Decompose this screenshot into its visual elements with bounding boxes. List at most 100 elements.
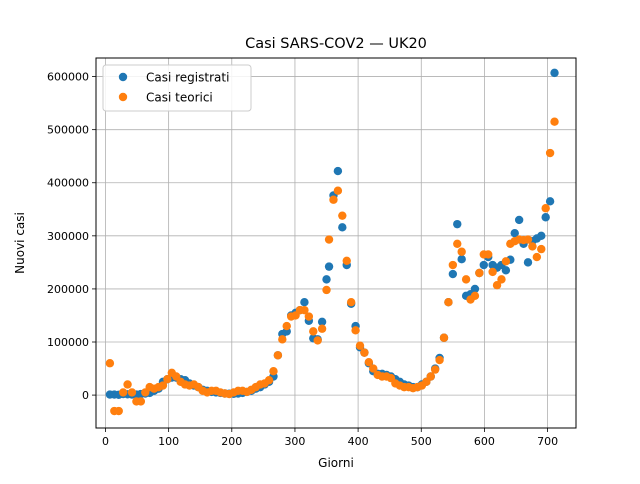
legend-marker bbox=[118, 92, 128, 102]
data-point bbox=[501, 266, 511, 275]
data-point bbox=[333, 166, 343, 176]
data-point bbox=[300, 305, 309, 315]
x-tick-label: 600 bbox=[474, 435, 495, 448]
legend-box bbox=[102, 64, 252, 112]
data-point bbox=[541, 213, 550, 222]
data-point bbox=[523, 235, 533, 244]
data-point bbox=[364, 357, 374, 367]
x-tick-label: 300 bbox=[284, 435, 305, 448]
data-point bbox=[346, 297, 356, 307]
data-point bbox=[475, 268, 484, 278]
data-point bbox=[492, 281, 502, 290]
data-point bbox=[269, 366, 278, 376]
data-point bbox=[501, 257, 511, 266]
x-tick-label: 200 bbox=[221, 435, 242, 448]
legend-label: Casi teorici bbox=[146, 91, 213, 105]
data-point bbox=[461, 275, 471, 284]
data-point bbox=[514, 215, 524, 225]
y-tick-label: 300000 bbox=[47, 230, 89, 243]
data-point bbox=[484, 250, 493, 259]
data-point bbox=[158, 381, 168, 390]
legend-marker bbox=[118, 72, 128, 82]
data-point bbox=[322, 285, 331, 295]
data-point bbox=[497, 275, 506, 284]
plot-frame bbox=[95, 57, 577, 429]
data-point bbox=[355, 341, 365, 350]
data-point bbox=[163, 374, 172, 384]
data-point bbox=[324, 262, 334, 271]
data-point bbox=[457, 254, 466, 264]
data-point bbox=[338, 223, 347, 232]
x-tick-label: 500 bbox=[411, 435, 432, 448]
data-point bbox=[439, 333, 449, 342]
data-point bbox=[470, 291, 480, 301]
data-point bbox=[537, 231, 546, 241]
data-point bbox=[329, 195, 338, 204]
x-tick-label: 100 bbox=[158, 435, 179, 448]
data-point bbox=[309, 327, 318, 336]
y-axis-label: Nuovi casi bbox=[13, 212, 27, 274]
y-tick-label: 0 bbox=[82, 389, 89, 402]
chart-title: Casi SARS-COV2 — UK20 bbox=[245, 36, 427, 52]
data-point bbox=[338, 211, 347, 220]
data-point bbox=[545, 197, 555, 206]
data-point bbox=[457, 247, 466, 256]
data-point bbox=[304, 312, 314, 321]
data-point bbox=[333, 186, 343, 195]
data-point bbox=[342, 256, 351, 265]
data-point bbox=[317, 317, 327, 327]
y-tick-label: 500000 bbox=[47, 124, 89, 137]
data-point bbox=[114, 406, 123, 416]
y-tick-label: 200000 bbox=[47, 283, 89, 296]
data-point bbox=[537, 244, 546, 254]
data-point bbox=[426, 372, 435, 381]
x-tick-label: 400 bbox=[348, 435, 369, 448]
series-casi-teorici bbox=[105, 117, 559, 416]
data-point bbox=[300, 297, 309, 307]
data-point bbox=[123, 380, 132, 389]
y-tick-label: 400000 bbox=[47, 177, 89, 190]
data-point bbox=[523, 258, 533, 267]
x-tick-label: 700 bbox=[537, 435, 558, 448]
data-point bbox=[448, 260, 458, 270]
data-point bbox=[351, 326, 360, 335]
y-tick-label: 100000 bbox=[47, 336, 89, 349]
data-point bbox=[127, 388, 137, 397]
data-point bbox=[444, 297, 453, 307]
data-points bbox=[105, 68, 559, 416]
data-point bbox=[282, 321, 291, 331]
axis-ticks: 0 100 200 300 400 500 600 700 0 100000 200000 30000… bbox=[47, 71, 558, 448]
data-point bbox=[264, 376, 274, 385]
data-point bbox=[488, 267, 497, 277]
data-point bbox=[317, 324, 327, 333]
data-point bbox=[430, 365, 440, 374]
data-point bbox=[532, 252, 542, 262]
data-point bbox=[479, 260, 488, 270]
data-point bbox=[105, 359, 115, 368]
legend-label: Casi registrati bbox=[146, 71, 229, 85]
x-axis-label: Giorni bbox=[318, 456, 354, 470]
data-point bbox=[322, 275, 331, 284]
data-point bbox=[324, 235, 334, 244]
data-point bbox=[510, 228, 519, 238]
data-point bbox=[136, 397, 146, 406]
data-point bbox=[360, 348, 369, 357]
data-point bbox=[541, 204, 550, 213]
data-point bbox=[453, 219, 462, 229]
data-point bbox=[273, 351, 283, 360]
data-point bbox=[470, 284, 480, 294]
data-point bbox=[118, 388, 128, 397]
data-point bbox=[550, 117, 559, 126]
x-tick-label: 0 bbox=[102, 435, 109, 448]
data-point bbox=[448, 269, 458, 279]
data-point bbox=[369, 364, 378, 373]
data-point bbox=[453, 239, 462, 248]
data-point bbox=[545, 148, 555, 158]
data-point bbox=[435, 355, 444, 365]
legend: Casi registrati Casi teorici bbox=[102, 64, 252, 112]
data-point bbox=[550, 68, 559, 78]
data-point bbox=[278, 335, 287, 344]
data-point bbox=[528, 242, 537, 251]
